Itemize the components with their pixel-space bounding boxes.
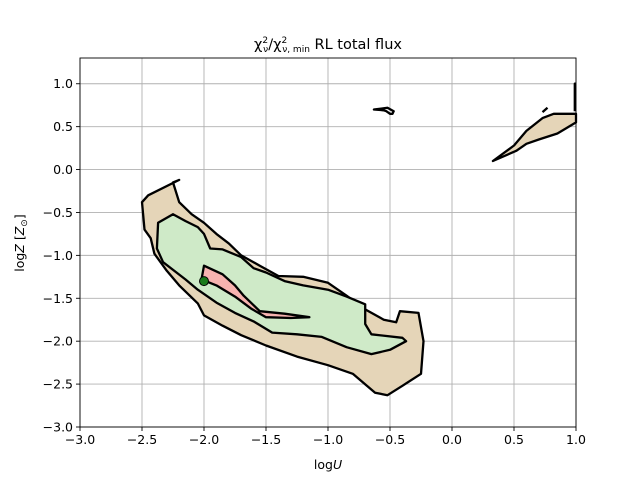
minimum-point-marker xyxy=(199,276,209,287)
minimum-marker-layer xyxy=(199,276,209,287)
title-slash-chi: /χ xyxy=(268,37,281,53)
contour-lines xyxy=(372,82,576,115)
y-tick-label-3: −1.5 xyxy=(43,291,73,306)
contour-region-outer-upper-right xyxy=(491,112,578,163)
contour-region-inner-main xyxy=(200,264,311,320)
y-axis-label-prefix: log xyxy=(12,253,27,272)
contour-line-upper-right-notch xyxy=(541,106,549,113)
y-axis-label: logZ [Z⊙] xyxy=(12,214,30,272)
y-axis-label-close: ] xyxy=(12,214,27,219)
x-tick-label-1: −2.5 xyxy=(127,432,157,447)
y-tick-label-7: 0.5 xyxy=(53,119,73,134)
contour-region-middle-main xyxy=(155,213,408,356)
x-tick-label-0: −3.0 xyxy=(65,432,95,447)
x-axis-label-prefix: log xyxy=(314,457,333,472)
title-sub-1: ν xyxy=(263,45,268,55)
x-tick-label-5: −0.5 xyxy=(375,432,405,447)
y-tick-label-2: −2.0 xyxy=(43,334,73,349)
y-tick-label-0: −3.0 xyxy=(43,420,73,435)
contour-regions xyxy=(140,112,578,397)
axis-ticks: −3.0 −2.5 −2.0 −1.5 −1.0 −0.5 0.0 0.5 1.0 −3.0 −2.… xyxy=(43,76,586,447)
x-tick-label-8: 1.0 xyxy=(566,432,586,447)
title-sup-2: 2 xyxy=(281,36,287,46)
y-axis-label-open: [ xyxy=(12,235,27,244)
x-tick-label-4: −1.0 xyxy=(313,432,343,447)
y-tick-label-8: 1.0 xyxy=(53,76,73,91)
y-tick-label-5: −0.5 xyxy=(43,205,73,220)
x-axis-label-var: U xyxy=(333,457,342,472)
title-sub-2: ν, min xyxy=(282,45,310,55)
x-tick-label-2: −2.0 xyxy=(189,432,219,447)
x-tick-label-7: 0.5 xyxy=(504,432,524,447)
title-suffix: RL total flux xyxy=(310,37,402,53)
chart-title: χ2 ν/χ2 ν, min RL total flux xyxy=(254,36,402,55)
x-axis-label: logU xyxy=(314,457,342,472)
x-tick-label-3: −1.5 xyxy=(251,432,281,447)
y-axis-label-unit-sub: ⊙ xyxy=(20,219,30,227)
y-axis-label-unit: Z xyxy=(12,226,27,236)
y-tick-label-1: −2.5 xyxy=(43,377,73,392)
contour-line-small-island xyxy=(372,106,395,115)
y-tick-label-4: −1.0 xyxy=(43,248,73,263)
title-chi-1: χ xyxy=(254,37,262,53)
y-axis-label-var: Z xyxy=(12,244,27,254)
x-tick-label-6: 0.0 xyxy=(442,432,462,447)
title-sup-1: 2 xyxy=(262,36,268,46)
y-tick-label-6: 0.0 xyxy=(53,162,73,177)
